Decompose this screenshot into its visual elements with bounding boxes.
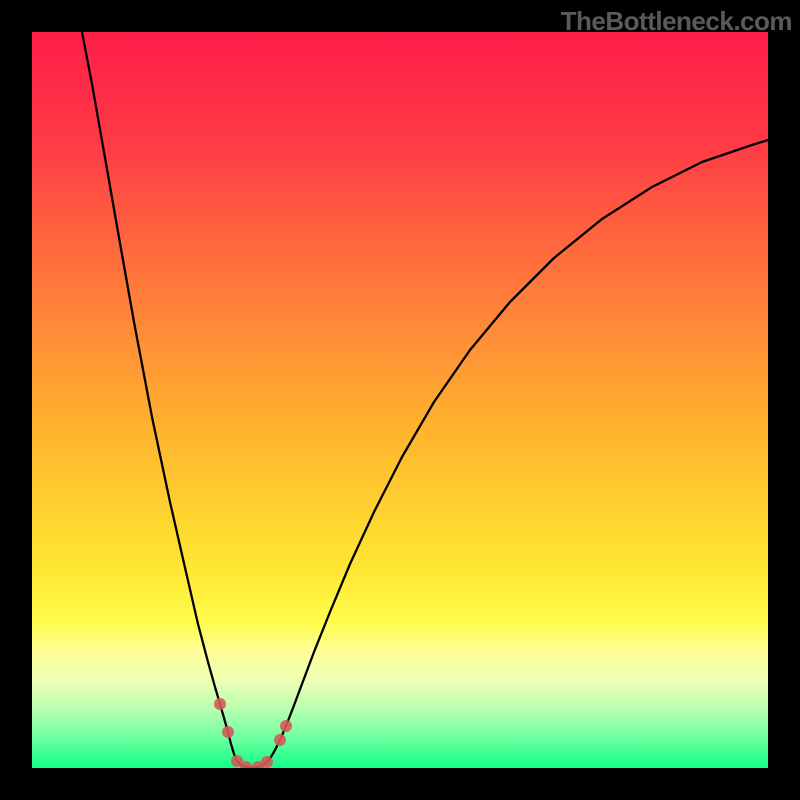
plot-area xyxy=(32,32,768,768)
curve-marker xyxy=(274,734,286,746)
curve-marker xyxy=(280,720,292,732)
curve-marker xyxy=(222,726,234,738)
curve-marker xyxy=(261,756,273,768)
curve-marker xyxy=(214,698,226,710)
gradient-background xyxy=(32,32,768,768)
chart-container: TheBottleneck.com xyxy=(0,0,800,800)
